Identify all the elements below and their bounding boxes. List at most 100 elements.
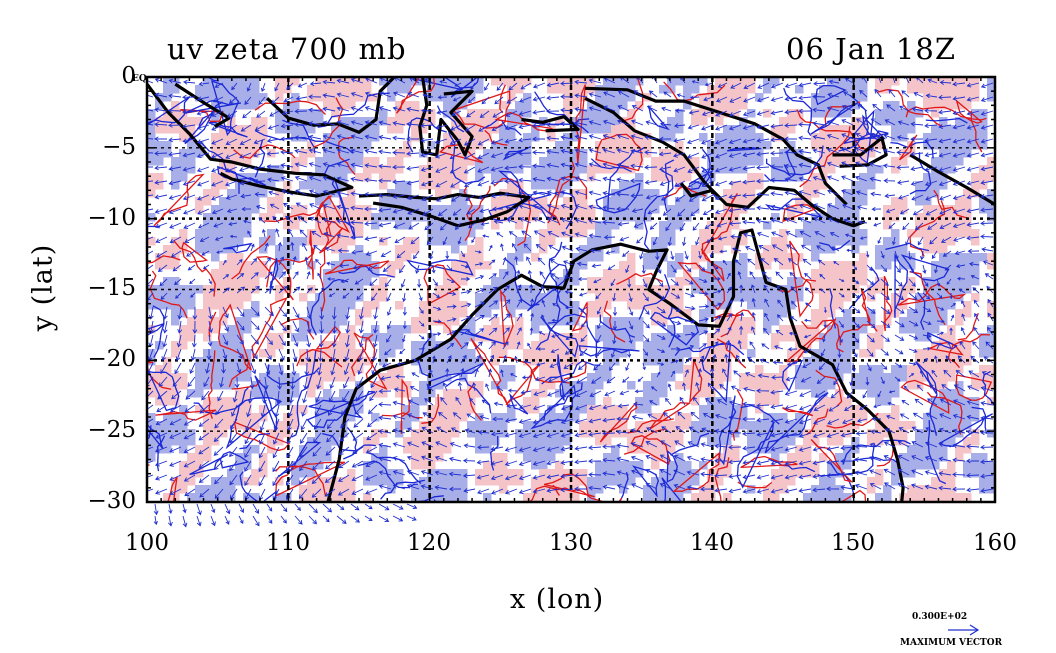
wind-vector bbox=[308, 175, 322, 182]
vorticity-cell bbox=[147, 301, 156, 310]
vorticity-cell bbox=[875, 469, 884, 478]
vorticity-cell bbox=[475, 205, 484, 214]
wind-vector bbox=[644, 135, 658, 140]
vorticity-cell bbox=[955, 269, 964, 278]
vorticity-cell bbox=[643, 141, 652, 150]
wind-vector bbox=[690, 208, 700, 217]
vorticity-cell bbox=[507, 133, 516, 142]
wind-vector bbox=[154, 121, 168, 127]
wind-vector bbox=[894, 264, 901, 274]
wind-vector bbox=[309, 81, 322, 87]
wind-vector bbox=[899, 105, 910, 112]
vorticity-cell bbox=[595, 157, 604, 166]
vorticity-cell bbox=[651, 397, 660, 406]
vorticity-cell bbox=[939, 101, 948, 110]
vorticity-cell bbox=[587, 413, 596, 422]
wind-vector bbox=[574, 106, 588, 112]
vorticity-cell bbox=[955, 493, 964, 502]
vorticity-cell bbox=[339, 317, 348, 326]
vorticity-cell bbox=[243, 213, 252, 222]
vorticity-cell bbox=[339, 125, 348, 134]
vorticity-cell bbox=[259, 245, 268, 254]
vorticity-cell bbox=[571, 397, 580, 406]
vorticity-cell bbox=[419, 125, 428, 134]
vorticity-cell bbox=[579, 109, 588, 118]
wind-vector bbox=[269, 110, 280, 117]
vorticity-cell bbox=[755, 181, 764, 190]
vorticity-cell bbox=[443, 493, 452, 502]
wind-vector bbox=[182, 138, 196, 144]
vorticity-cell bbox=[395, 117, 404, 126]
vorticity-cell bbox=[923, 301, 932, 310]
vorticity-cell bbox=[475, 109, 484, 118]
vorticity-cell bbox=[419, 381, 428, 390]
vorticity-cell bbox=[595, 221, 604, 230]
wind-vector bbox=[855, 161, 868, 168]
wind-vector bbox=[981, 247, 994, 253]
wind-vector bbox=[244, 96, 252, 105]
wind-vector bbox=[813, 203, 826, 210]
vorticity-cell bbox=[267, 373, 276, 382]
vorticity-cell bbox=[459, 133, 468, 142]
vorticity-cell bbox=[443, 181, 452, 190]
vorticity-cell bbox=[507, 261, 516, 270]
vorticity-cell bbox=[939, 485, 948, 494]
wind-vector bbox=[673, 152, 686, 158]
wind-vector bbox=[424, 222, 434, 231]
wind-vector bbox=[532, 82, 546, 89]
vorticity-cell bbox=[291, 333, 300, 342]
wind-vector bbox=[714, 138, 728, 145]
vorticity-cell bbox=[163, 93, 172, 102]
vorticity-cell bbox=[923, 349, 932, 358]
vorticity-cell bbox=[579, 189, 588, 198]
wind-vector bbox=[579, 348, 588, 357]
vorticity-cell bbox=[547, 333, 556, 342]
vorticity-cell bbox=[251, 125, 260, 134]
vorticity-cell bbox=[651, 357, 660, 366]
vorticity-cell bbox=[603, 301, 612, 310]
wind-vector bbox=[540, 285, 546, 294]
wind-vector bbox=[742, 179, 756, 185]
vorticity-cell bbox=[627, 141, 636, 150]
vorticity-cell bbox=[715, 213, 724, 222]
vorticity-cell bbox=[443, 357, 452, 366]
vorticity-cell bbox=[915, 493, 924, 502]
vorticity-cell bbox=[323, 421, 332, 430]
wind-vector bbox=[421, 194, 434, 201]
vorticity-cell bbox=[603, 469, 612, 478]
vorticity-cell bbox=[963, 117, 972, 126]
vorticity-cell bbox=[291, 93, 300, 102]
vorticity-cell bbox=[595, 301, 604, 310]
wind-vector bbox=[574, 134, 588, 140]
vorticity-cell bbox=[835, 101, 844, 110]
vorticity-cell bbox=[379, 477, 388, 486]
wind-vector bbox=[418, 292, 423, 302]
wind-vector bbox=[776, 285, 784, 294]
wind-vector bbox=[490, 193, 504, 199]
vorticity-cell bbox=[227, 205, 236, 214]
vorticity-cell bbox=[467, 325, 476, 334]
wind-vector bbox=[294, 135, 308, 141]
vorticity-contour bbox=[318, 195, 351, 234]
vorticity-cell bbox=[699, 413, 708, 422]
vorticity-cell bbox=[635, 293, 644, 302]
vorticity-cell bbox=[507, 77, 516, 86]
vorticity-cell bbox=[899, 373, 908, 382]
vorticity-cell bbox=[171, 373, 180, 382]
vorticity-cell bbox=[195, 365, 204, 374]
wind-vector bbox=[402, 306, 407, 316]
wind-vector bbox=[798, 135, 812, 141]
vorticity-contour bbox=[208, 311, 217, 337]
vorticity-cell bbox=[859, 125, 868, 134]
vorticity-cell bbox=[539, 173, 548, 182]
vorticity-cell bbox=[843, 341, 852, 350]
wind-vector bbox=[588, 78, 602, 84]
vorticity-cell bbox=[331, 237, 340, 246]
vorticity-cell bbox=[235, 133, 244, 142]
vorticity-cell bbox=[579, 197, 588, 206]
wind-vector bbox=[728, 207, 742, 213]
vorticity-contour bbox=[764, 392, 829, 454]
vorticity-cell bbox=[515, 477, 524, 486]
wind-vector bbox=[877, 236, 882, 244]
vorticity-cell bbox=[955, 117, 964, 126]
